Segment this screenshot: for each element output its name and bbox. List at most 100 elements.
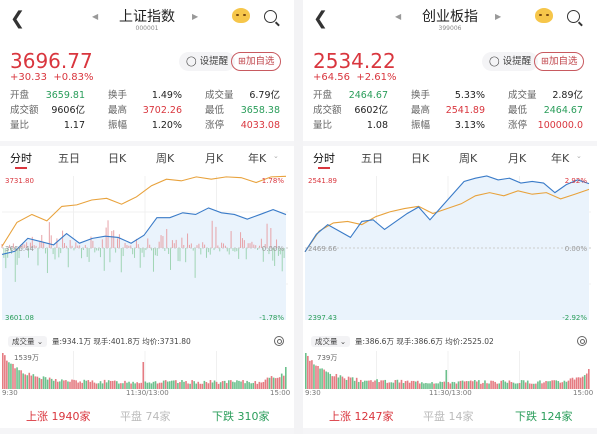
volume-bar <box>372 381 374 389</box>
set-alert-button[interactable]: ◯ 设提醒 <box>482 52 539 71</box>
volume-bar <box>87 380 90 389</box>
intraday-chart[interactable]: 3731.80 1.78% 3666.44 0.00% 3601.08 -1.78% <box>0 172 290 324</box>
volume-bar <box>588 369 590 389</box>
index-title: 上证指数 <box>119 9 175 25</box>
volume-bar <box>311 360 313 389</box>
volume-bar <box>388 382 391 389</box>
volume-bar <box>181 380 183 389</box>
flat-label: 平盘 <box>423 410 445 423</box>
volume-bar <box>453 382 456 389</box>
volume-bar <box>189 383 191 389</box>
chevron-down-icon[interactable]: ⌄ <box>273 152 279 160</box>
time-label-close: 15:00 <box>573 389 594 397</box>
volume-bar <box>158 382 161 389</box>
volume-bar <box>366 380 368 389</box>
volume-bar <box>512 382 515 389</box>
volume-bar <box>565 381 568 389</box>
volume-bar <box>502 380 505 389</box>
tab-2[interactable]: 日K <box>108 152 127 165</box>
prev-index-icon[interactable]: ◀ <box>92 12 99 21</box>
volume-bar <box>116 381 118 389</box>
set-alert-label: 设提醒 <box>199 56 229 67</box>
y-label-high-pct: 2.92% <box>565 177 588 185</box>
prev-index-icon[interactable]: ◀ <box>395 12 402 21</box>
tab-4[interactable]: 月K <box>508 152 527 165</box>
volume-selector[interactable]: 成交量 ⌄ <box>8 336 48 347</box>
volume-bar <box>187 383 189 389</box>
settings-icon[interactable] <box>274 336 284 346</box>
volume-bar <box>543 382 545 389</box>
volume-bar <box>571 377 574 389</box>
volume-bar <box>177 382 179 389</box>
volume-bar <box>547 381 549 389</box>
volume-bar <box>419 383 421 389</box>
next-index-icon[interactable]: ▶ <box>495 12 502 21</box>
volume-bar <box>136 382 138 389</box>
volume-bar <box>353 380 356 389</box>
volume-bar <box>357 381 360 389</box>
volume-bar <box>455 383 458 389</box>
advance-label: 上涨 <box>26 410 48 423</box>
mascot-icon[interactable] <box>232 8 250 23</box>
settings-icon[interactable] <box>577 336 587 346</box>
volume-bar <box>126 382 128 389</box>
volume-bar <box>252 382 255 389</box>
volume-bar <box>484 380 486 389</box>
set-alert-button[interactable]: ◯ 设提醒 <box>179 52 236 71</box>
tab-1[interactable]: 五日 <box>361 152 383 165</box>
volume-bar <box>260 382 263 389</box>
tab-0[interactable]: 分时 <box>313 152 335 165</box>
tab-5[interactable]: 年K <box>551 152 570 165</box>
volume-bar <box>376 379 378 389</box>
tab-4[interactable]: 月K <box>205 152 224 165</box>
volume-bar <box>276 377 279 389</box>
back-button[interactable]: ❮ <box>10 8 26 29</box>
volume-bar <box>364 380 366 389</box>
volume-bar <box>421 382 423 389</box>
volume-bar <box>533 383 535 389</box>
volume-bar <box>579 377 582 389</box>
volume-bar <box>412 380 415 389</box>
intraday-chart[interactable]: 2541.89 2.92% 2469.66 0.00% 2397.43 -2.92% <box>303 172 593 324</box>
mascot-icon[interactable] <box>535 8 553 23</box>
stat-value: 6.79亿 <box>249 90 280 101</box>
add-watchlist-button[interactable]: ⊞加自选 <box>534 52 585 71</box>
volume-bar <box>445 370 448 389</box>
tab-0[interactable]: 分时 <box>10 152 32 165</box>
tab-5[interactable]: 年K <box>248 152 267 165</box>
volume-bar <box>282 375 285 389</box>
volume-bar <box>461 380 464 389</box>
search-icon[interactable] <box>567 10 580 23</box>
volume-bar <box>463 381 466 389</box>
bottom-separator <box>303 428 597 434</box>
next-index-icon[interactable]: ▶ <box>192 12 199 21</box>
volume-bar <box>258 381 261 389</box>
plus-square-icon: ⊞ <box>238 56 246 67</box>
volume-bar <box>101 383 104 389</box>
search-icon[interactable] <box>264 10 277 23</box>
volume-bar <box>107 380 110 389</box>
tab-2[interactable]: 日K <box>411 152 430 165</box>
tab-3[interactable]: 周K <box>459 152 478 165</box>
tab-1[interactable]: 五日 <box>58 152 80 165</box>
volume-bar <box>449 383 452 389</box>
volume-bar <box>427 383 429 389</box>
stat-value: 3659.81 <box>45 90 85 101</box>
volume-bar <box>75 380 77 389</box>
add-watchlist-button[interactable]: ⊞加自选 <box>231 52 282 71</box>
stat-label: 开盘 <box>10 90 30 101</box>
volume-bar <box>38 377 41 389</box>
volume-bar <box>175 380 177 389</box>
volume-bar <box>18 370 20 389</box>
chevron-down-icon[interactable]: ⌄ <box>576 152 582 160</box>
decline-label: 下跌 <box>515 410 537 423</box>
back-button[interactable]: ❮ <box>313 8 329 29</box>
advance-value: 1247家 <box>354 410 394 423</box>
volume-bar <box>85 380 88 389</box>
volume-bar <box>238 380 240 389</box>
panel-chinext-index: ❮ ◀ ▶ 创业板指 399006 2534.22 +64.56 +2.61% ◯ 设提醒 ⊞加… <box>303 0 597 434</box>
volume-bar <box>327 372 329 389</box>
tab-3[interactable]: 周K <box>156 152 175 165</box>
flat-value: 14家 <box>448 410 474 423</box>
volume-selector[interactable]: 成交量 ⌄ <box>311 336 351 347</box>
